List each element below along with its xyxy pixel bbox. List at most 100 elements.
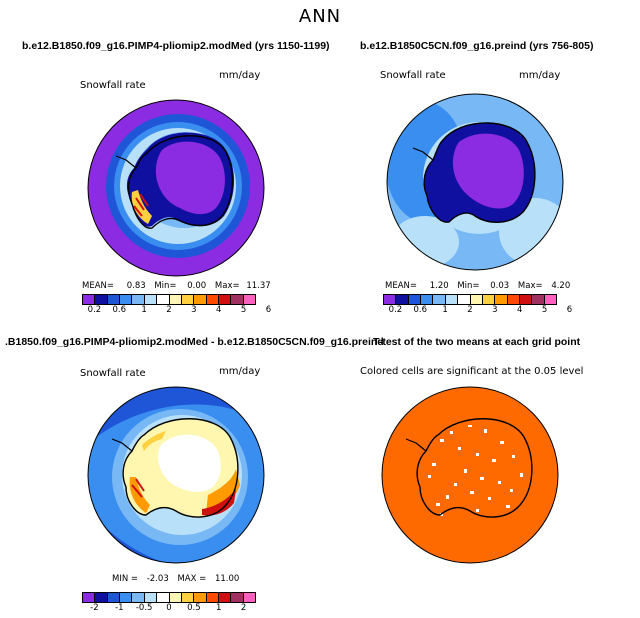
panel1-mean: 0.83 xyxy=(126,281,146,291)
panel4-map xyxy=(381,386,559,564)
panel3-max-label: MAX = xyxy=(177,574,207,584)
panel1-colorbar-ticks: 0.2 0.6 1 2 3 4 5 6 xyxy=(82,305,271,316)
panel1-max: 11.37 xyxy=(246,281,271,291)
colorbar-swatch xyxy=(181,593,195,602)
panel1-colorbar: 0.2 0.6 1 2 3 4 5 6 xyxy=(82,294,271,316)
colorbar-tick-label: 0.6 xyxy=(112,305,127,315)
colorbar-tick-label: 0 xyxy=(166,603,172,613)
colorbar-swatch xyxy=(157,593,170,602)
panel1-max-label: Max= xyxy=(214,281,240,291)
colorbar-tick-label: -2 xyxy=(90,603,99,613)
panel1-colorbar-swatches xyxy=(82,294,256,305)
colorbar-swatch xyxy=(83,593,96,602)
colorbar-swatch xyxy=(132,295,145,304)
panel1-min-label: Min= xyxy=(154,281,177,291)
colorbar-tick-label: 1 xyxy=(141,305,147,315)
colorbar-swatch xyxy=(243,593,256,602)
colorbar-swatch xyxy=(445,295,459,304)
colorbar-swatch xyxy=(384,295,397,304)
figure-title: ANN xyxy=(298,6,342,27)
colorbar-swatch xyxy=(458,295,471,304)
colorbar-swatch xyxy=(95,593,108,602)
panel2-min-label: Min= xyxy=(457,281,480,291)
panel2-mean-label: MEAN= xyxy=(385,281,417,291)
colorbar-swatch xyxy=(144,593,158,602)
colorbar-swatch xyxy=(107,295,121,304)
colorbar-swatch xyxy=(532,295,545,304)
colorbar-swatch xyxy=(519,295,533,304)
colorbar-swatch xyxy=(243,295,256,304)
colorbar-tick-label: 6 xyxy=(566,305,573,315)
colorbar-swatch xyxy=(194,593,207,602)
panel3-min: -2.03 xyxy=(146,574,169,584)
panel2-map xyxy=(386,93,564,271)
panel1-title: b.e12.B1850.f09_g16.PIMP4-pliomip2.modMe… xyxy=(22,40,330,52)
panel1-min: 0.00 xyxy=(187,281,207,291)
panel2-colorbar-ticks: 0.2 0.6 1 2 3 4 5 6 xyxy=(383,305,572,316)
panel2-min: 0.03 xyxy=(490,281,510,291)
colorbar-tick-label: 5 xyxy=(240,305,247,315)
colorbar-swatch xyxy=(206,295,219,304)
panel1-map xyxy=(87,99,265,277)
panel3-title: .B1850.f09_g16.PIMP4-pliomip2.modMed - b… xyxy=(5,336,384,348)
panel3-colorbar-swatches xyxy=(82,592,256,603)
colorbar-tick-label: 2 xyxy=(240,603,247,613)
colorbar-swatch xyxy=(120,295,133,304)
panel4-note: Colored cells are significant at the 0.0… xyxy=(360,366,584,377)
panel2-colorbar-swatches xyxy=(383,294,557,305)
colorbar-swatch xyxy=(231,295,244,304)
colorbar-tick-label: 0.2 xyxy=(388,305,403,315)
colorbar-swatch xyxy=(83,295,96,304)
panel4-title: T-test of the two means at each grid poi… xyxy=(373,336,581,348)
colorbar-tick-label: 3 xyxy=(191,305,197,315)
colorbar-swatch xyxy=(408,295,422,304)
colorbar-swatch xyxy=(218,295,232,304)
panel1-units: mm/day xyxy=(219,70,261,81)
panel3-colorbar: -2 -1 -0.5 0 0.5 1 2 xyxy=(82,592,256,614)
colorbar-swatch xyxy=(194,295,207,304)
panel2-stats: MEAN= 1.20 Min= 0.03 Max= 4.20 xyxy=(385,281,570,291)
panel2-max: 4.20 xyxy=(551,281,571,291)
panel2-colorbar: 0.2 0.6 1 2 3 4 5 6 xyxy=(383,294,572,316)
colorbar-swatch xyxy=(144,295,158,304)
colorbar-swatch xyxy=(495,295,508,304)
colorbar-tick-label: 6 xyxy=(265,305,272,315)
colorbar-tick-label: 0.6 xyxy=(413,305,428,315)
colorbar-tick-label: 2 xyxy=(166,305,172,315)
panel2-field-label: Snowfall rate xyxy=(380,70,446,81)
panel2-title: b.e12.B1850C5CN.f09_g16.preind (yrs 756-… xyxy=(360,40,594,52)
colorbar-swatch xyxy=(470,295,483,304)
colorbar-swatch xyxy=(157,295,170,304)
panel3-max: 11.00 xyxy=(214,574,240,584)
panel3-stats: MIN = -2.03 MAX = 11.00 xyxy=(112,574,239,584)
panel3-map xyxy=(87,386,265,564)
colorbar-swatch xyxy=(507,295,520,304)
colorbar-swatch xyxy=(231,593,244,602)
colorbar-swatch xyxy=(169,593,182,602)
colorbar-swatch xyxy=(169,295,182,304)
panel1-stats: MEAN= 0.83 Min= 0.00 Max= 11.37 xyxy=(82,281,271,291)
colorbar-swatch xyxy=(218,593,232,602)
colorbar-swatch xyxy=(421,295,434,304)
panel2-mean: 1.20 xyxy=(429,281,449,291)
panel3-units: mm/day xyxy=(219,366,261,377)
colorbar-tick-label: -1 xyxy=(115,603,124,613)
colorbar-tick-label: 1 xyxy=(215,603,222,613)
panel1-mean-label: MEAN= xyxy=(82,281,114,291)
colorbar-swatch xyxy=(482,295,496,304)
colorbar-tick-label: 4 xyxy=(215,305,222,315)
colorbar-tick-label: 4 xyxy=(516,305,523,315)
colorbar-swatch xyxy=(181,295,195,304)
colorbar-swatch xyxy=(396,295,409,304)
panel2-max-label: Max= xyxy=(517,281,543,291)
colorbar-tick-label: 2 xyxy=(467,305,473,315)
panel3-field-label: Snowfall rate xyxy=(80,368,146,379)
colorbar-tick-label: -0.5 xyxy=(135,603,153,613)
colorbar-tick-label: 0.5 xyxy=(187,603,201,613)
colorbar-tick-label: 0.2 xyxy=(87,305,102,315)
colorbar-swatch xyxy=(95,295,108,304)
colorbar-tick-label: 5 xyxy=(541,305,548,315)
colorbar-swatch xyxy=(433,295,446,304)
colorbar-swatch xyxy=(544,295,557,304)
colorbar-swatch xyxy=(132,593,145,602)
